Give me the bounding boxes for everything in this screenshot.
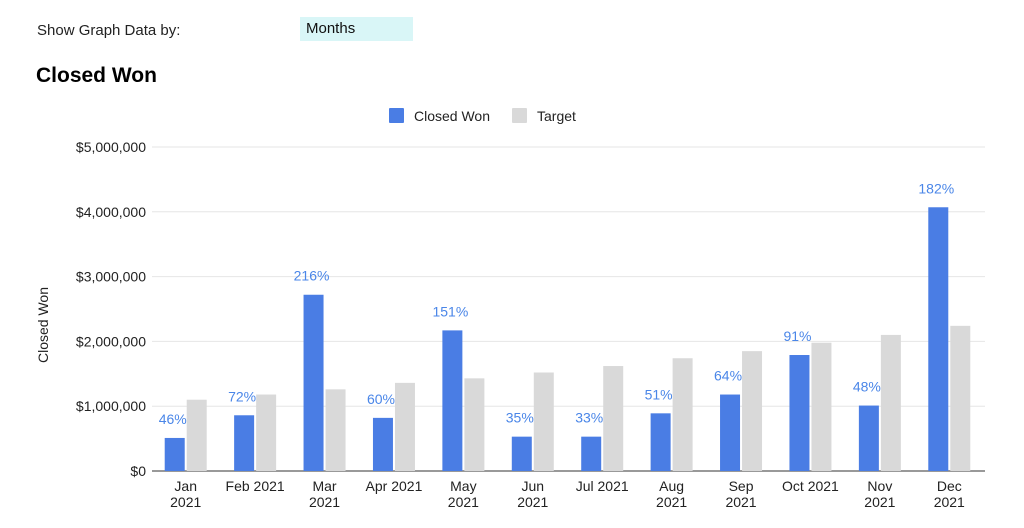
x-tick-label: 2021 (170, 494, 201, 510)
bar-target[interactable] (742, 351, 763, 471)
bar-closed-won[interactable] (303, 294, 324, 471)
x-tick-label: Jun (522, 478, 545, 494)
x-tick-label: Jan (174, 478, 197, 494)
bar-target[interactable] (325, 389, 346, 471)
bar-target[interactable] (256, 394, 277, 471)
x-tick-label: 2021 (448, 494, 479, 510)
legend-swatch-target (512, 108, 527, 123)
bar-closed-won[interactable] (511, 436, 532, 471)
y-axis-label: Closed Won (35, 287, 51, 363)
x-tick-label: Apr 2021 (366, 478, 423, 494)
percent-label: 216% (294, 268, 330, 284)
x-tick-label: Nov (867, 478, 892, 494)
bar-closed-won[interactable] (650, 413, 671, 471)
percent-label: 33% (575, 410, 603, 426)
bar-closed-won[interactable] (234, 415, 255, 471)
group-by-select[interactable]: Months (300, 17, 413, 41)
legend-label-target: Target (537, 108, 576, 124)
x-tick-label: 2021 (517, 494, 548, 510)
x-tick-label: Dec (937, 478, 962, 494)
percent-label: 72% (228, 388, 256, 404)
x-tick-label: Oct 2021 (782, 478, 839, 494)
x-tick-label: 2021 (656, 494, 687, 510)
x-tick-label: 2021 (309, 494, 340, 510)
legend-label-closed-won: Closed Won (414, 108, 490, 124)
percent-label: 91% (783, 328, 811, 344)
percent-label: 182% (918, 180, 954, 196)
bar-closed-won[interactable] (720, 394, 741, 471)
bar-target[interactable] (950, 325, 971, 471)
x-tick-label: Jul 2021 (576, 478, 629, 494)
x-tick-label: May (450, 478, 476, 494)
bar-closed-won[interactable] (928, 207, 949, 471)
percent-label: 46% (159, 411, 187, 427)
x-tick-label: Feb 2021 (226, 478, 285, 494)
bar-closed-won[interactable] (789, 355, 810, 471)
x-tick-label: Aug (659, 478, 684, 494)
y-tick-label: $2,000,000 (76, 333, 146, 349)
y-tick-label: $5,000,000 (76, 139, 146, 155)
percent-label: 64% (714, 368, 742, 384)
y-tick-label: $3,000,000 (76, 269, 146, 285)
bar-closed-won[interactable] (164, 437, 185, 471)
x-tick-label: 2021 (864, 494, 895, 510)
percent-label: 35% (506, 410, 534, 426)
bar-target[interactable] (533, 372, 554, 471)
chart-title: Closed Won (36, 64, 157, 87)
bar-target[interactable] (186, 399, 207, 471)
percent-label: 51% (645, 386, 673, 402)
bar-closed-won[interactable] (442, 330, 463, 471)
bar-target[interactable] (811, 342, 832, 471)
bar-target[interactable] (394, 382, 415, 471)
bar-closed-won[interactable] (372, 417, 393, 471)
filter-label: Show Graph Data by: (37, 22, 181, 39)
percent-label: 60% (367, 391, 395, 407)
bar-closed-won[interactable] (581, 436, 602, 471)
percent-label: 48% (853, 379, 881, 395)
y-tick-label: $1,000,000 (76, 398, 146, 414)
y-tick-label: $4,000,000 (76, 204, 146, 220)
x-tick-label: 2021 (934, 494, 965, 510)
bar-target[interactable] (603, 366, 624, 471)
x-tick-label: 2021 (725, 494, 756, 510)
bar-target[interactable] (880, 334, 901, 471)
y-tick-label: $0 (130, 463, 146, 479)
percent-label: 151% (432, 303, 468, 319)
legend: Closed Won Target (389, 108, 576, 124)
x-tick-label: Mar (312, 478, 336, 494)
x-tick-label: Sep (729, 478, 754, 494)
bar-target[interactable] (464, 378, 485, 471)
bar-target[interactable] (672, 358, 693, 471)
bar-closed-won[interactable] (858, 405, 879, 471)
legend-swatch-closed-won (389, 108, 404, 123)
